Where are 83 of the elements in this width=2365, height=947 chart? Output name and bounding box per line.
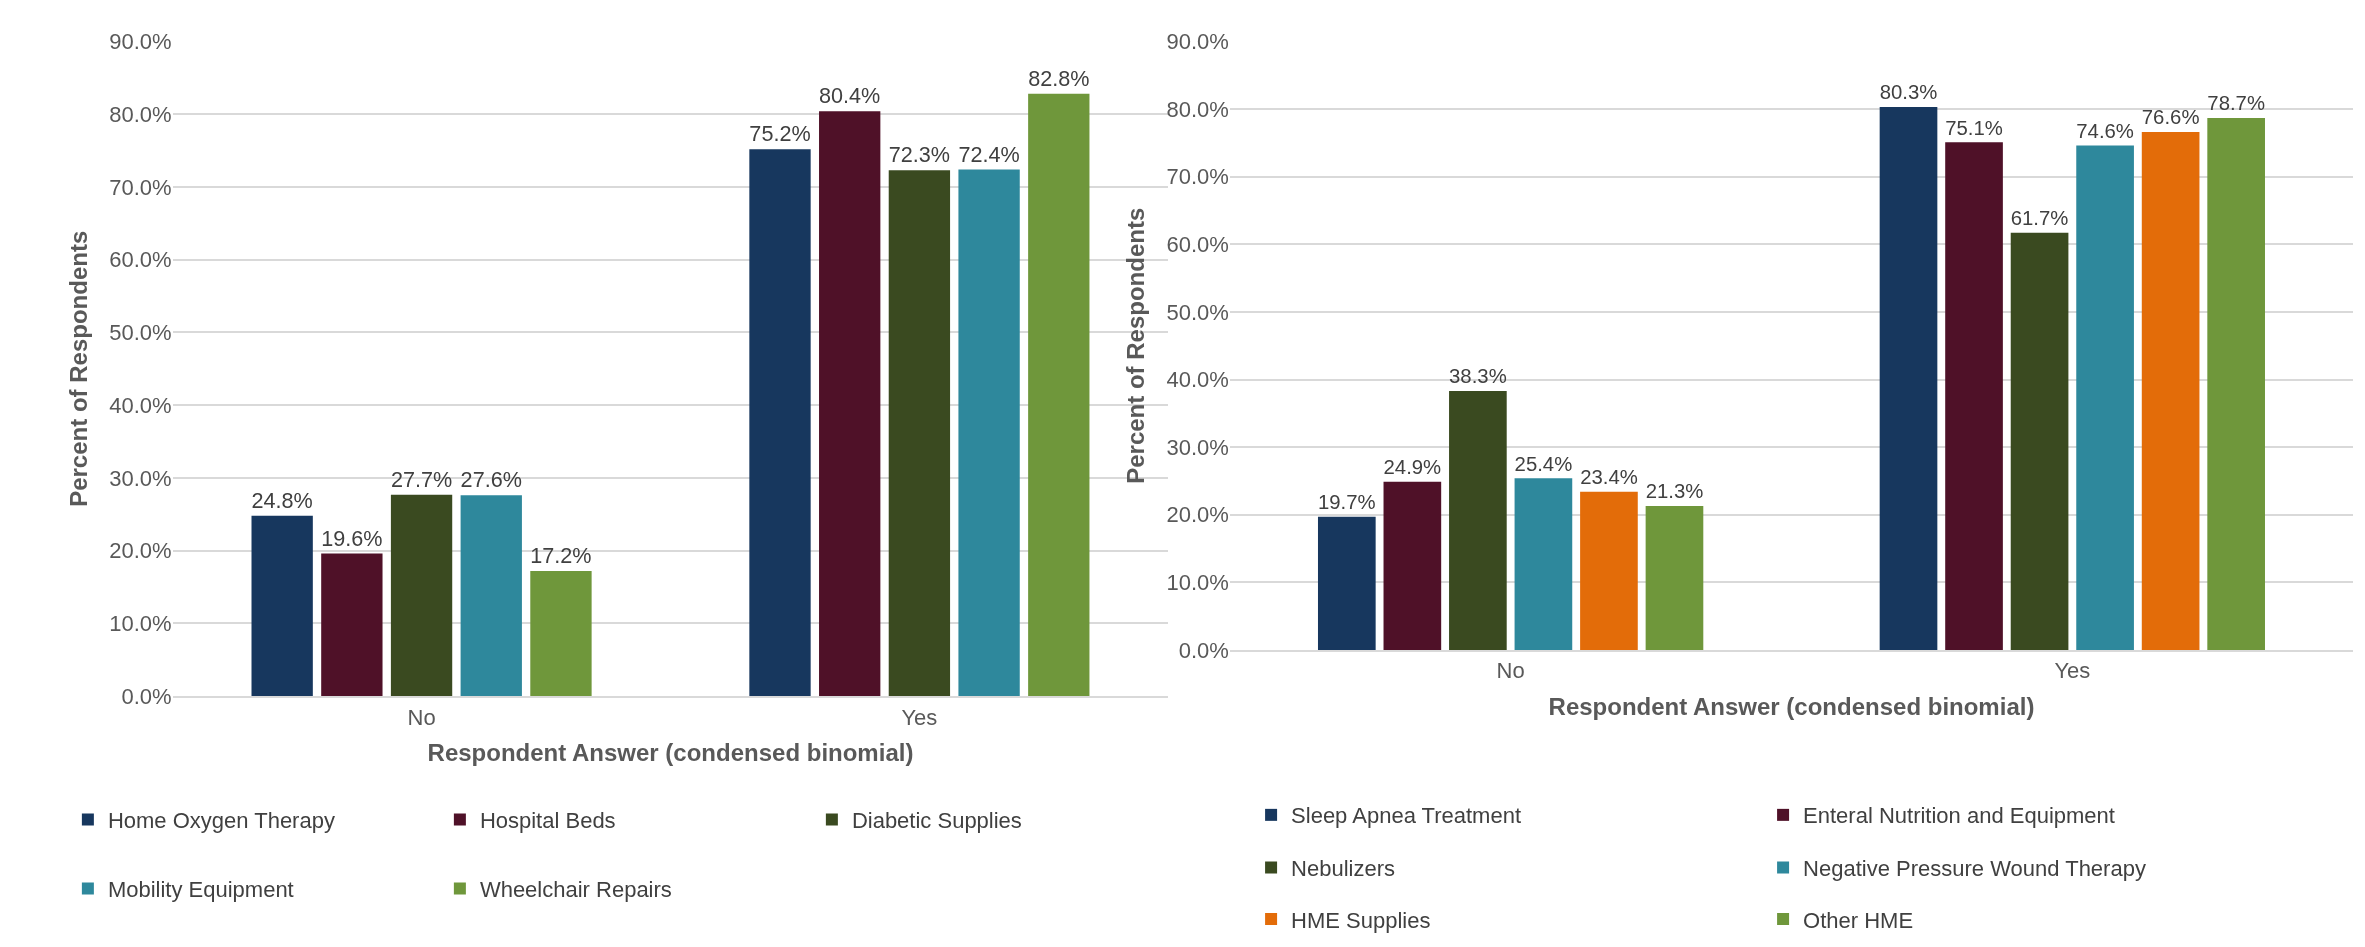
data-label: 21.3% (1645, 480, 1704, 503)
legend-label: Enteral Nutrition and Equipment (1803, 803, 2115, 829)
data-label: 19.6% (321, 525, 383, 551)
bar (2076, 145, 2134, 651)
x-axis-title: Respondent Answer (condensed binomial) (1548, 693, 2035, 721)
data-label: 75.2% (749, 121, 811, 147)
bar (460, 495, 522, 697)
bar (2010, 232, 2069, 651)
bar (1383, 481, 1442, 651)
x-tick-label: No (407, 704, 436, 730)
y-tick-label: 20.0% (1166, 502, 1229, 528)
bar (1449, 391, 1507, 651)
bar (958, 169, 1020, 697)
legend-label: Diabetic Supplies (851, 808, 1022, 834)
legend-label: Home Oxygen Therapy (107, 808, 335, 834)
x-tick-label: Yes (901, 704, 938, 730)
x-axis-title: Respondent Answer (condensed binomial) (427, 739, 914, 767)
legend-label: Other HME (1803, 907, 1914, 933)
x-tick-label: Yes (2054, 658, 2091, 684)
y-tick-label: 10.0% (1166, 570, 1229, 596)
y-tick-label: 80.0% (1166, 96, 1229, 122)
bar (1879, 107, 1938, 651)
data-label: 61.7% (2010, 207, 2069, 230)
y-axis-title: Percent of Respondents (1122, 207, 1150, 484)
y-tick-label: 50.0% (109, 320, 172, 346)
bar (321, 553, 383, 697)
y-tick-label: 20.0% (109, 538, 172, 564)
bar (1317, 516, 1376, 651)
bar (390, 494, 453, 697)
y-tick-label: 70.0% (109, 174, 172, 200)
x-tick-label: No (1496, 658, 1525, 684)
data-label: 72.4% (958, 141, 1020, 167)
legend-label: Nebulizers (1291, 856, 1396, 881)
bar (251, 515, 313, 697)
bar (2141, 132, 2200, 651)
legend-label: Sleep Apnea Treatment (1291, 803, 1522, 829)
data-label: 74.6% (2076, 120, 2134, 142)
data-label: 27.6% (460, 467, 522, 493)
y-tick-label: 40.0% (109, 392, 172, 418)
y-tick-label: 0.0% (1178, 637, 1229, 663)
legend-label: Negative Pressure Wound Therapy (1803, 856, 2146, 881)
bar (1945, 142, 2003, 651)
y-tick-label: 50.0% (1166, 299, 1229, 325)
data-label: 80.3% (1879, 81, 1938, 104)
data-label: 27.7% (390, 466, 453, 492)
legend-label: HME Supplies (1291, 907, 1431, 933)
bar (1028, 93, 1090, 697)
data-label: 38.3% (1449, 365, 1507, 388)
legend-label: Wheelchair Repairs (479, 877, 672, 903)
y-axis-title: Percent of Respondents (65, 230, 93, 507)
bar (749, 149, 811, 697)
bar (530, 571, 592, 697)
data-label: 17.2% (530, 543, 592, 569)
bar (2207, 117, 2265, 651)
bar (819, 111, 881, 697)
legend-label: Mobility Equipment (107, 877, 294, 903)
bar (1580, 491, 1638, 651)
y-tick-label: 60.0% (109, 247, 172, 273)
data-label: 72.3% (888, 142, 951, 168)
legend-label: Hospital Beds (479, 808, 616, 834)
data-label: 24.9% (1383, 456, 1442, 479)
data-label: 25.4% (1514, 452, 1573, 475)
data-label: 24.8% (251, 487, 313, 513)
y-tick-label: 90.0% (109, 29, 172, 55)
y-tick-label: 40.0% (1166, 367, 1229, 393)
y-tick-label: 60.0% (1166, 232, 1229, 258)
data-label: 75.1% (1945, 116, 2003, 139)
y-tick-label: 0.0% (121, 683, 172, 709)
y-tick-label: 30.0% (1166, 434, 1229, 460)
data-label: 23.4% (1580, 466, 1638, 489)
bar (1645, 506, 1704, 651)
y-tick-label: 10.0% (109, 611, 172, 637)
bar (1514, 478, 1573, 651)
data-label: 76.6% (2141, 106, 2200, 129)
y-tick-label: 90.0% (1166, 29, 1229, 55)
data-label: 78.7% (2207, 92, 2265, 115)
y-tick-label: 30.0% (109, 465, 172, 491)
y-tick-label: 70.0% (1166, 164, 1229, 190)
bar (888, 170, 951, 697)
data-label: 82.8% (1028, 65, 1090, 91)
data-label: 80.4% (819, 83, 881, 109)
data-label: 19.7% (1317, 491, 1376, 514)
y-tick-label: 80.0% (109, 101, 172, 127)
